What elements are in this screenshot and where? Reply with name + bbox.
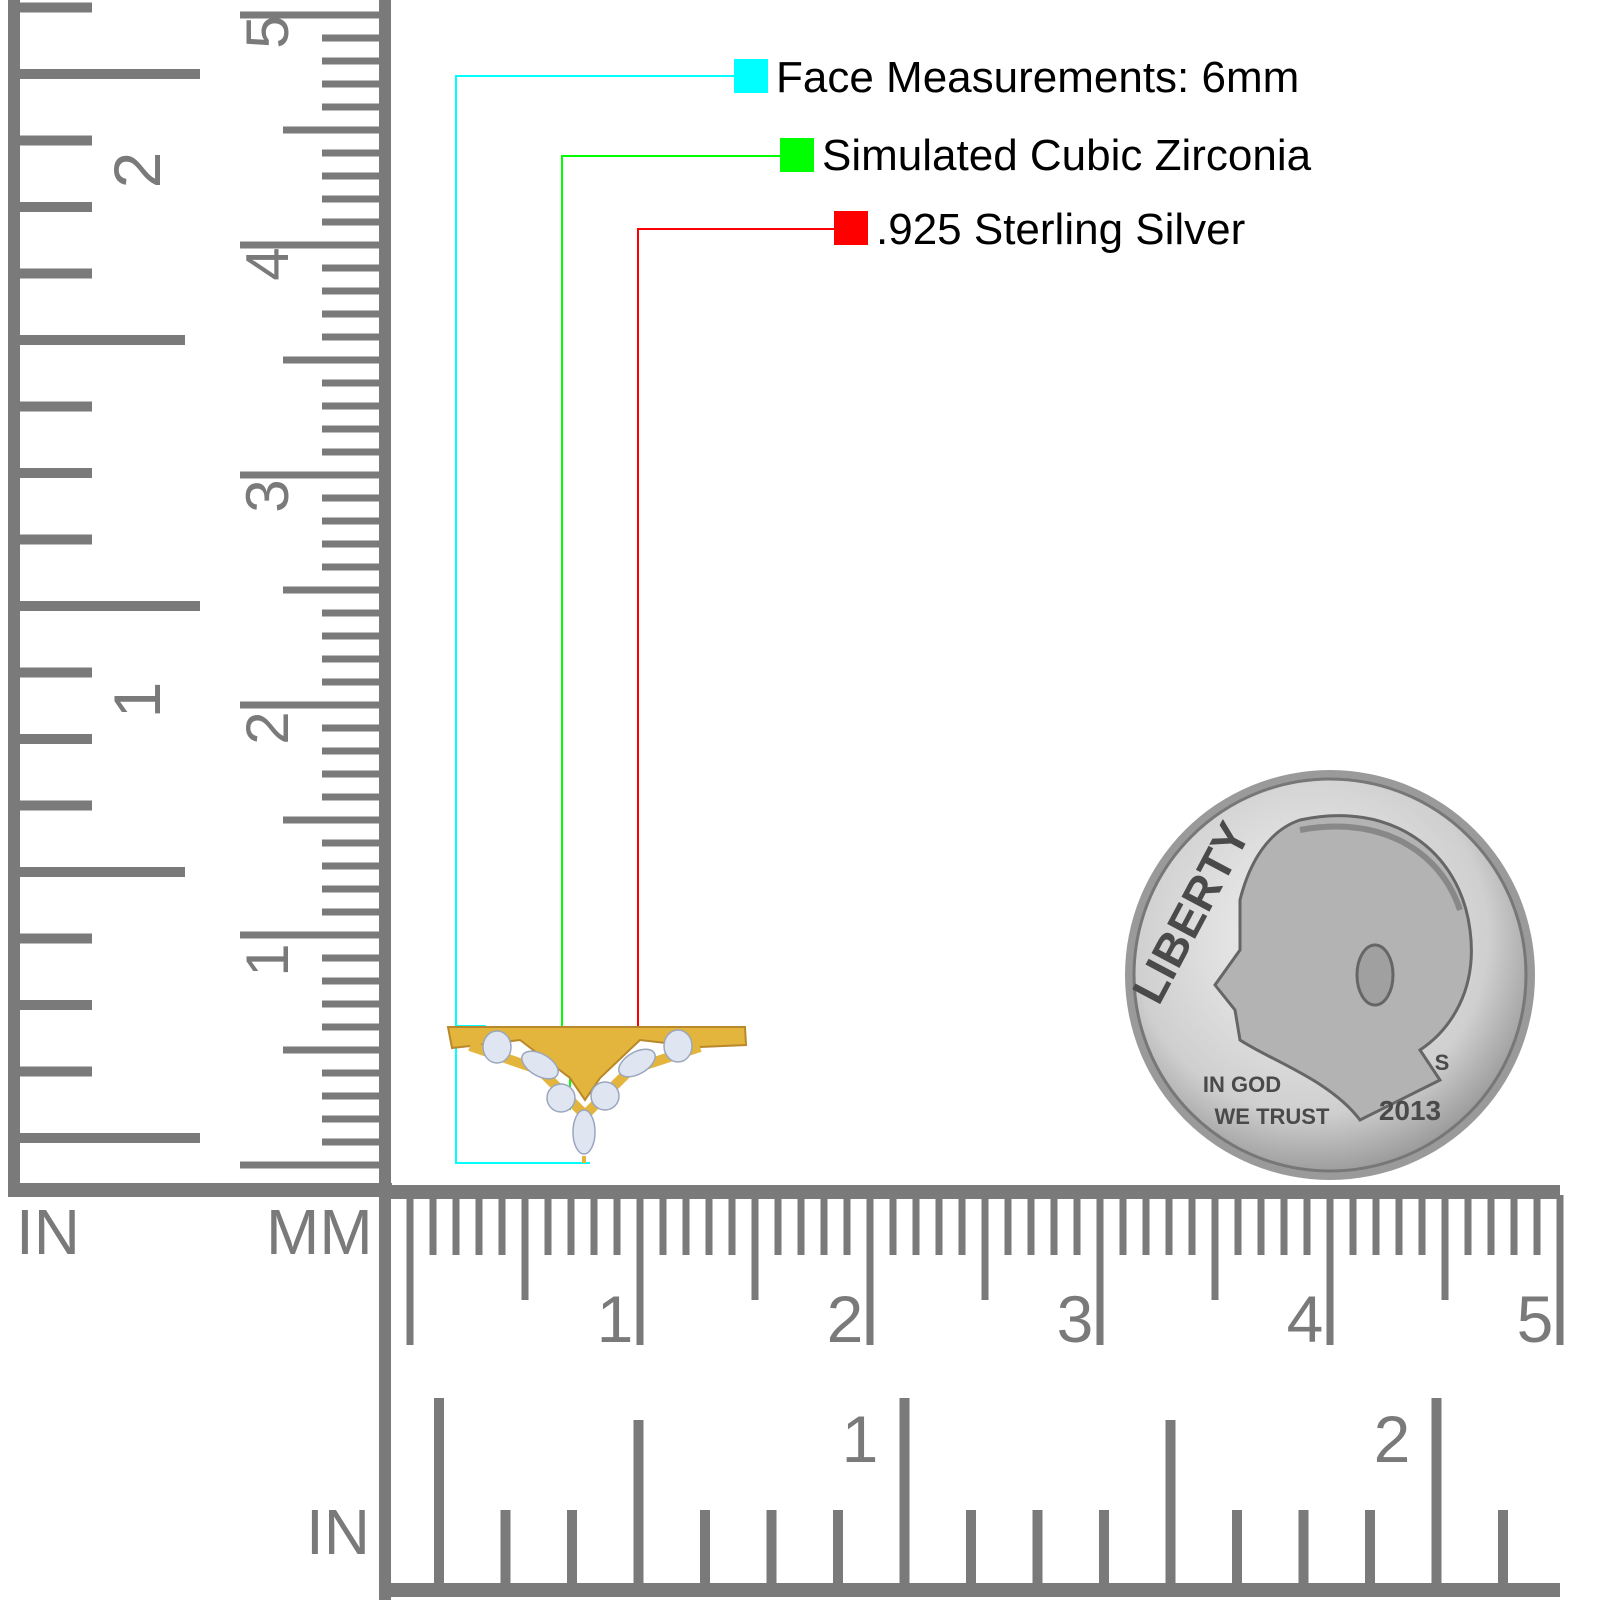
callout-label-stone: Simulated Cubic Zirconia xyxy=(822,131,1312,180)
coin-text-year: 2013 xyxy=(1379,1095,1441,1126)
callout-swatch-stone xyxy=(780,138,814,172)
cz-stone xyxy=(482,1030,512,1064)
callout-label-face: Face Measurements: 6mm xyxy=(776,53,1300,102)
cz-stone xyxy=(663,1029,693,1063)
left-inch-number: 2 xyxy=(100,152,174,189)
dime-coin xyxy=(1125,770,1535,1180)
coin-text-motto: IN GOD xyxy=(1203,1072,1281,1097)
coin-text-mint: S xyxy=(1435,1050,1450,1075)
cz-stone xyxy=(590,1081,620,1111)
cz-stone xyxy=(546,1083,576,1113)
callout-swatch-face xyxy=(734,59,768,93)
left-cm-number: 3 xyxy=(234,479,301,512)
cz-stone xyxy=(521,1050,559,1080)
bottom-inch-number: 1 xyxy=(842,1402,879,1476)
unit-label-bottom-inch: IN xyxy=(306,1496,370,1568)
callout-swatch-metal xyxy=(834,211,868,245)
coin-text-motto: WE TRUST xyxy=(1215,1104,1330,1129)
portrait-ear xyxy=(1355,943,1395,1007)
portrait-head xyxy=(1213,814,1473,1122)
unit-label-left-mm: MM xyxy=(266,1196,373,1268)
left-cm-number: 2 xyxy=(234,711,301,744)
bottom-inch-number: 2 xyxy=(1374,1402,1411,1476)
left-cm-number: 1 xyxy=(234,943,301,976)
left-cm-number: 4 xyxy=(234,247,301,280)
bottom-cm-number: 1 xyxy=(597,1282,634,1356)
portrait-hair xyxy=(1299,823,1463,911)
callout-label-metal: .925 Sterling Silver xyxy=(876,205,1246,254)
ring-image xyxy=(446,1026,748,1155)
left-cm-number: 5 xyxy=(234,15,301,48)
bottom-cm-number: 5 xyxy=(1517,1282,1554,1356)
bottom-cm-number: 3 xyxy=(1057,1282,1094,1356)
metal-leader-line xyxy=(637,228,834,1040)
face-leader-line xyxy=(455,75,734,1164)
stone-leader-line xyxy=(530,155,780,1110)
bottom-cm-number: 2 xyxy=(827,1282,864,1356)
cz-stone xyxy=(572,1109,596,1155)
bottom-cm-number: 4 xyxy=(1287,1282,1324,1356)
cz-stone xyxy=(618,1048,656,1078)
unit-label-left-inch: IN xyxy=(16,1196,80,1268)
left-inch-number: 1 xyxy=(100,682,174,719)
